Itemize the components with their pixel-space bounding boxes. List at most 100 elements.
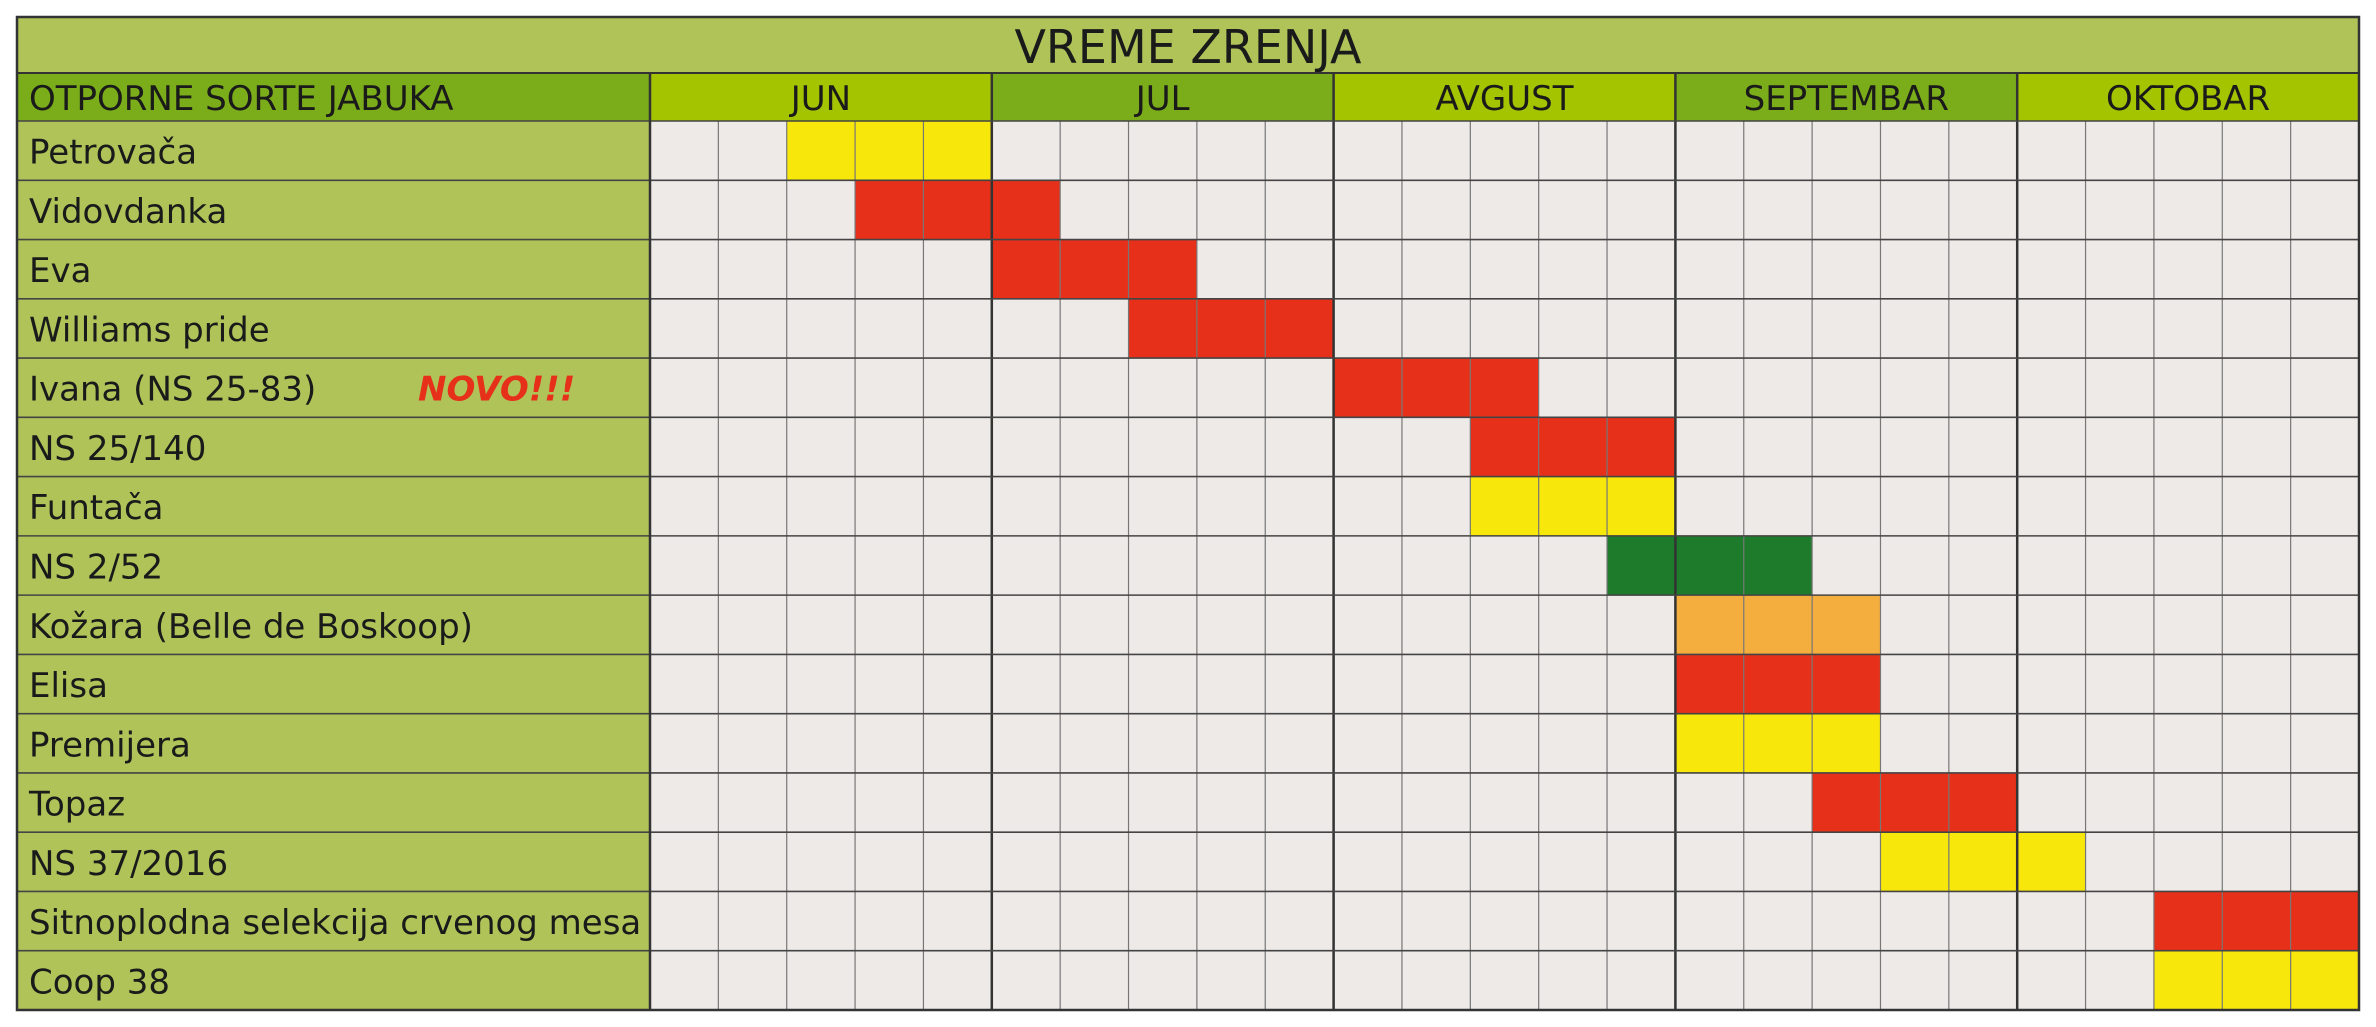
empty-cell (1470, 950, 1539, 1010)
ripening-cell (1675, 654, 1744, 714)
variety-name: NS 37/2016 (29, 844, 228, 884)
empty-cell (991, 891, 1061, 951)
empty-cell (1470, 298, 1539, 359)
empty-cell (1948, 358, 2018, 418)
ripening-cell (923, 121, 992, 181)
empty-cell (1333, 654, 1402, 714)
empty-cell (786, 535, 856, 596)
empty-cell (1196, 654, 1266, 714)
empty-cell (1401, 535, 1471, 596)
empty-cell (1401, 476, 1471, 536)
empty-cell (1265, 832, 1334, 892)
empty-cell (718, 832, 787, 892)
name-cell (17, 595, 650, 655)
ripening-cell (2153, 891, 2223, 951)
empty-cell (855, 832, 924, 892)
empty-cell (1265, 595, 1334, 655)
empty-cell (1128, 772, 1197, 833)
empty-cell (2290, 180, 2359, 240)
empty-cell (786, 832, 856, 892)
variety-name: Topaz (28, 785, 125, 825)
empty-cell (2222, 417, 2291, 477)
empty-cell (1675, 832, 1744, 892)
empty-cell (1196, 832, 1266, 892)
empty-cell (650, 535, 719, 596)
ripening-cell (2222, 891, 2291, 951)
ripening-cell (786, 121, 856, 181)
empty-cell (1812, 358, 1881, 418)
variety-name: Ivana (NS 25-83) (29, 370, 316, 410)
ripening-cell (1470, 476, 1539, 536)
empty-cell (2017, 713, 2086, 773)
empty-cell (1265, 950, 1334, 1010)
empty-cell (718, 476, 787, 536)
empty-cell (1470, 121, 1539, 181)
empty-cell (1333, 298, 1402, 359)
title-cell (17, 17, 2359, 73)
empty-cell (1196, 180, 1266, 240)
empty-cell (1401, 180, 1471, 240)
empty-cell (1812, 239, 1881, 299)
empty-cell (1060, 476, 1129, 536)
empty-cell (1333, 595, 1402, 655)
ripening-cell (1607, 476, 1676, 536)
variety-name: Funtača (29, 488, 164, 528)
empty-cell (786, 654, 856, 714)
empty-cell (1743, 832, 1813, 892)
empty-cell (2290, 832, 2359, 892)
empty-cell (1196, 417, 1266, 477)
ripening-cell (1401, 358, 1471, 418)
name-cell (17, 654, 650, 714)
variety-name: NS 2/52 (29, 548, 163, 588)
empty-cell (2290, 417, 2359, 477)
empty-cell (1128, 476, 1197, 536)
empty-cell (2153, 713, 2223, 773)
name-cell (17, 476, 650, 536)
empty-cell (1128, 417, 1197, 477)
empty-cell (1128, 950, 1197, 1010)
empty-cell (2085, 239, 2154, 299)
empty-cell (1743, 121, 1813, 181)
empty-cell (923, 476, 992, 536)
empty-cell (991, 358, 1061, 418)
empty-cell (1333, 180, 1402, 240)
empty-cell (1060, 772, 1129, 833)
month-cell (1675, 73, 2018, 121)
empty-cell (2153, 476, 2223, 536)
empty-cell (1196, 772, 1266, 833)
ripening-cell (1812, 713, 1881, 773)
empty-cell (1743, 298, 1813, 359)
variety-name: Eva (29, 251, 91, 291)
empty-cell (1948, 417, 2018, 477)
new-note: NOVO!!! (418, 370, 575, 410)
ripening-cell (1128, 239, 1197, 299)
empty-cell (991, 950, 1061, 1010)
empty-cell (855, 950, 924, 1010)
empty-cell (1812, 950, 1881, 1010)
empty-cell (718, 713, 787, 773)
empty-cell (1743, 358, 1813, 418)
empty-cell (2290, 476, 2359, 536)
name-cell (17, 772, 650, 833)
empty-cell (923, 535, 992, 596)
empty-cell (1607, 950, 1676, 1010)
ripening-cell (2222, 950, 2291, 1010)
empty-cell (1470, 891, 1539, 951)
empty-cell (2017, 476, 2086, 536)
empty-cell (2290, 535, 2359, 596)
ripening-cell (1880, 832, 1949, 892)
empty-cell (1401, 832, 1471, 892)
empty-cell (923, 654, 992, 714)
empty-cell (991, 298, 1061, 359)
empty-cell (2290, 772, 2359, 833)
name-cell (17, 832, 650, 892)
empty-cell (1128, 891, 1197, 951)
empty-cell (1675, 891, 1744, 951)
empty-cell (718, 121, 787, 181)
empty-cell (1948, 654, 2018, 714)
empty-cell (1607, 891, 1676, 951)
empty-cell (2153, 417, 2223, 477)
empty-cell (1538, 595, 1608, 655)
ripening-cell (2290, 950, 2359, 1010)
ripening-cell (1812, 595, 1881, 655)
